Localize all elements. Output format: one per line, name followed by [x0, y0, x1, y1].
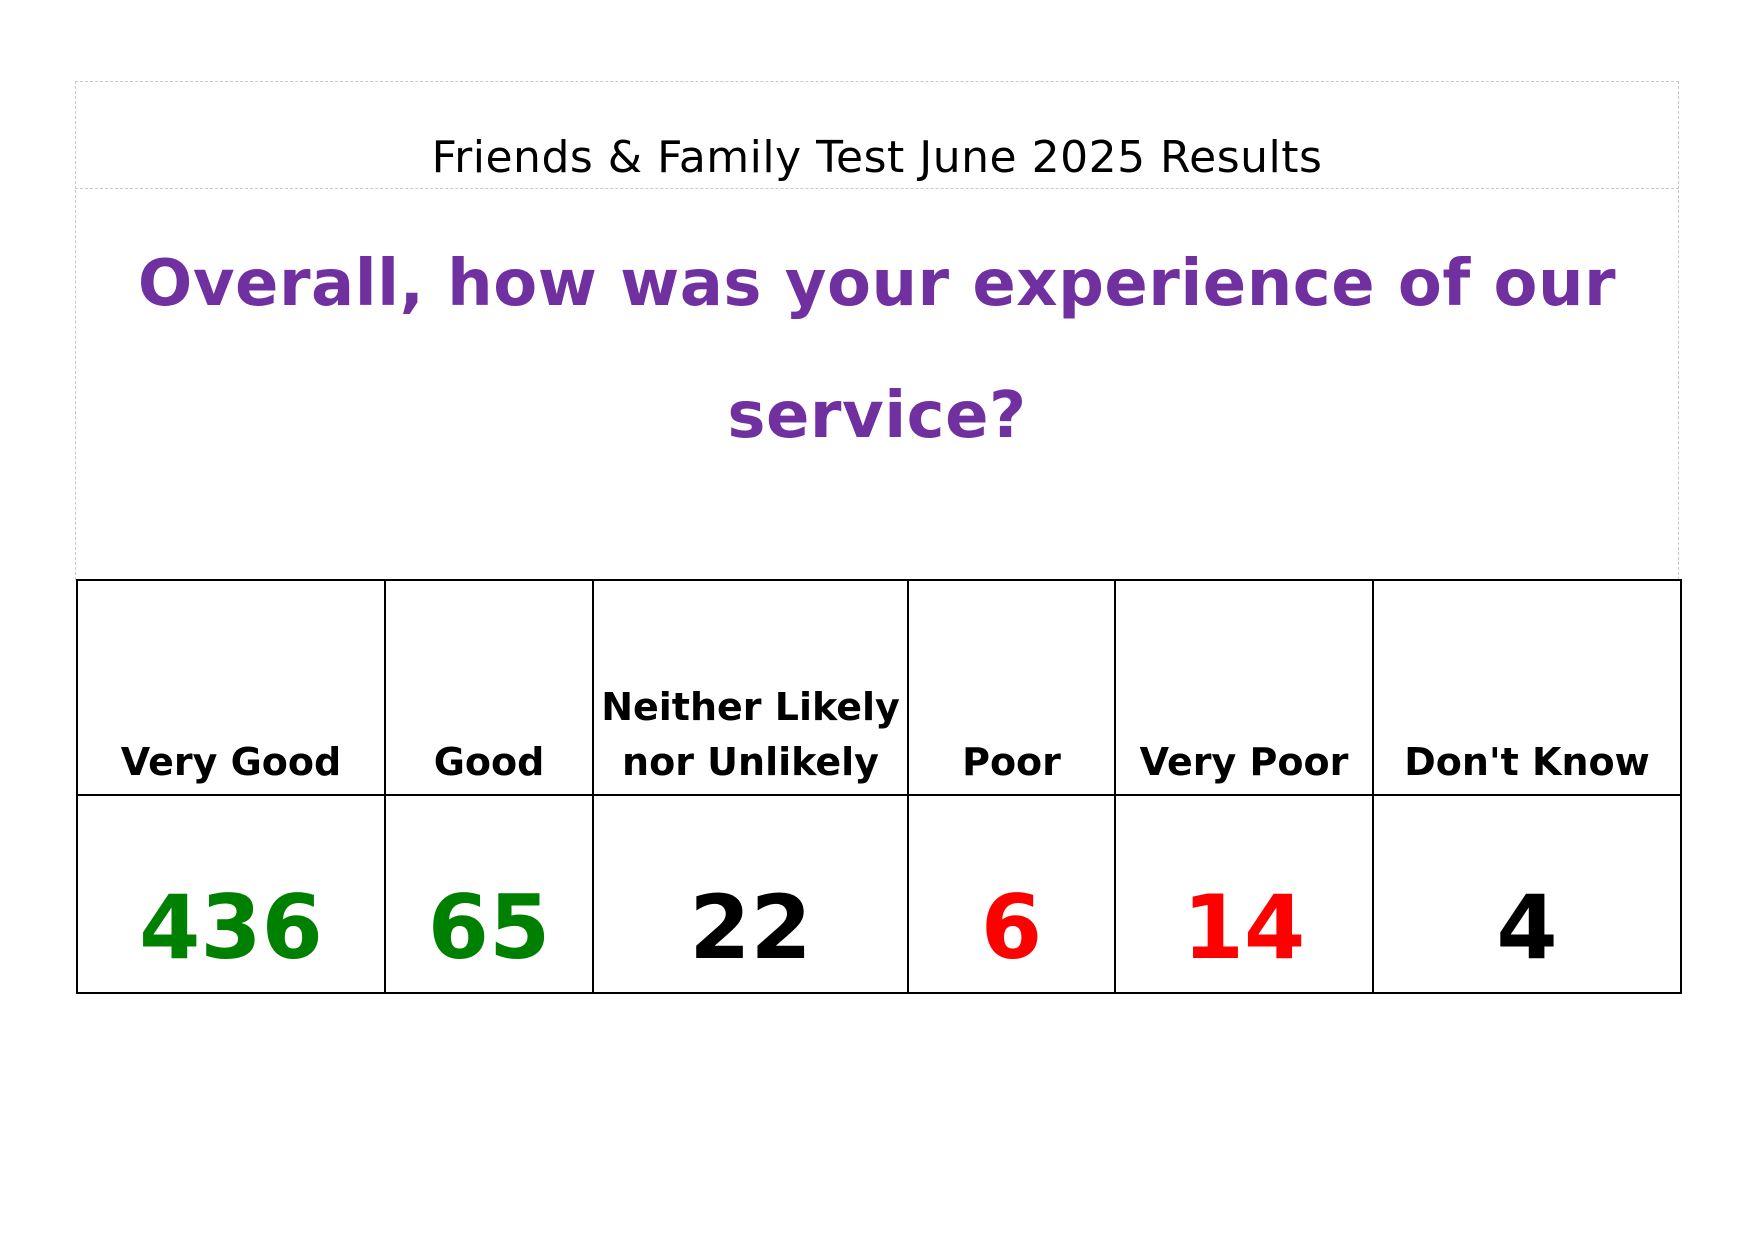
survey-question: Overall, how was your experience of our …	[137, 247, 1617, 453]
header-poor: Poor	[907, 579, 1116, 796]
header-very-poor: Very Poor	[1114, 579, 1374, 796]
results-table: Very Good Good Neither Likely nor Unlike…	[76, 579, 1682, 994]
title-box: Friends & Family Test June 2025 Results	[75, 81, 1679, 189]
results-value-row: 436 65 22 6 14 4	[76, 794, 1682, 994]
value-very-good: 436	[76, 794, 386, 994]
results-header-row: Very Good Good Neither Likely nor Unlike…	[76, 579, 1682, 796]
value-neither: 22	[592, 794, 909, 994]
page-title: Friends & Family Test June 2025 Results	[431, 132, 1323, 183]
value-dont-know: 4	[1372, 794, 1682, 994]
value-poor: 6	[907, 794, 1116, 994]
value-very-poor: 14	[1114, 794, 1374, 994]
question-box: Overall, how was your experience of our …	[75, 190, 1679, 580]
value-good: 65	[384, 794, 594, 994]
header-very-good: Very Good	[76, 579, 386, 796]
header-neither: Neither Likely nor Unlikely	[592, 579, 909, 796]
header-dont-know: Don't Know	[1372, 579, 1682, 796]
header-good: Good	[384, 579, 594, 796]
